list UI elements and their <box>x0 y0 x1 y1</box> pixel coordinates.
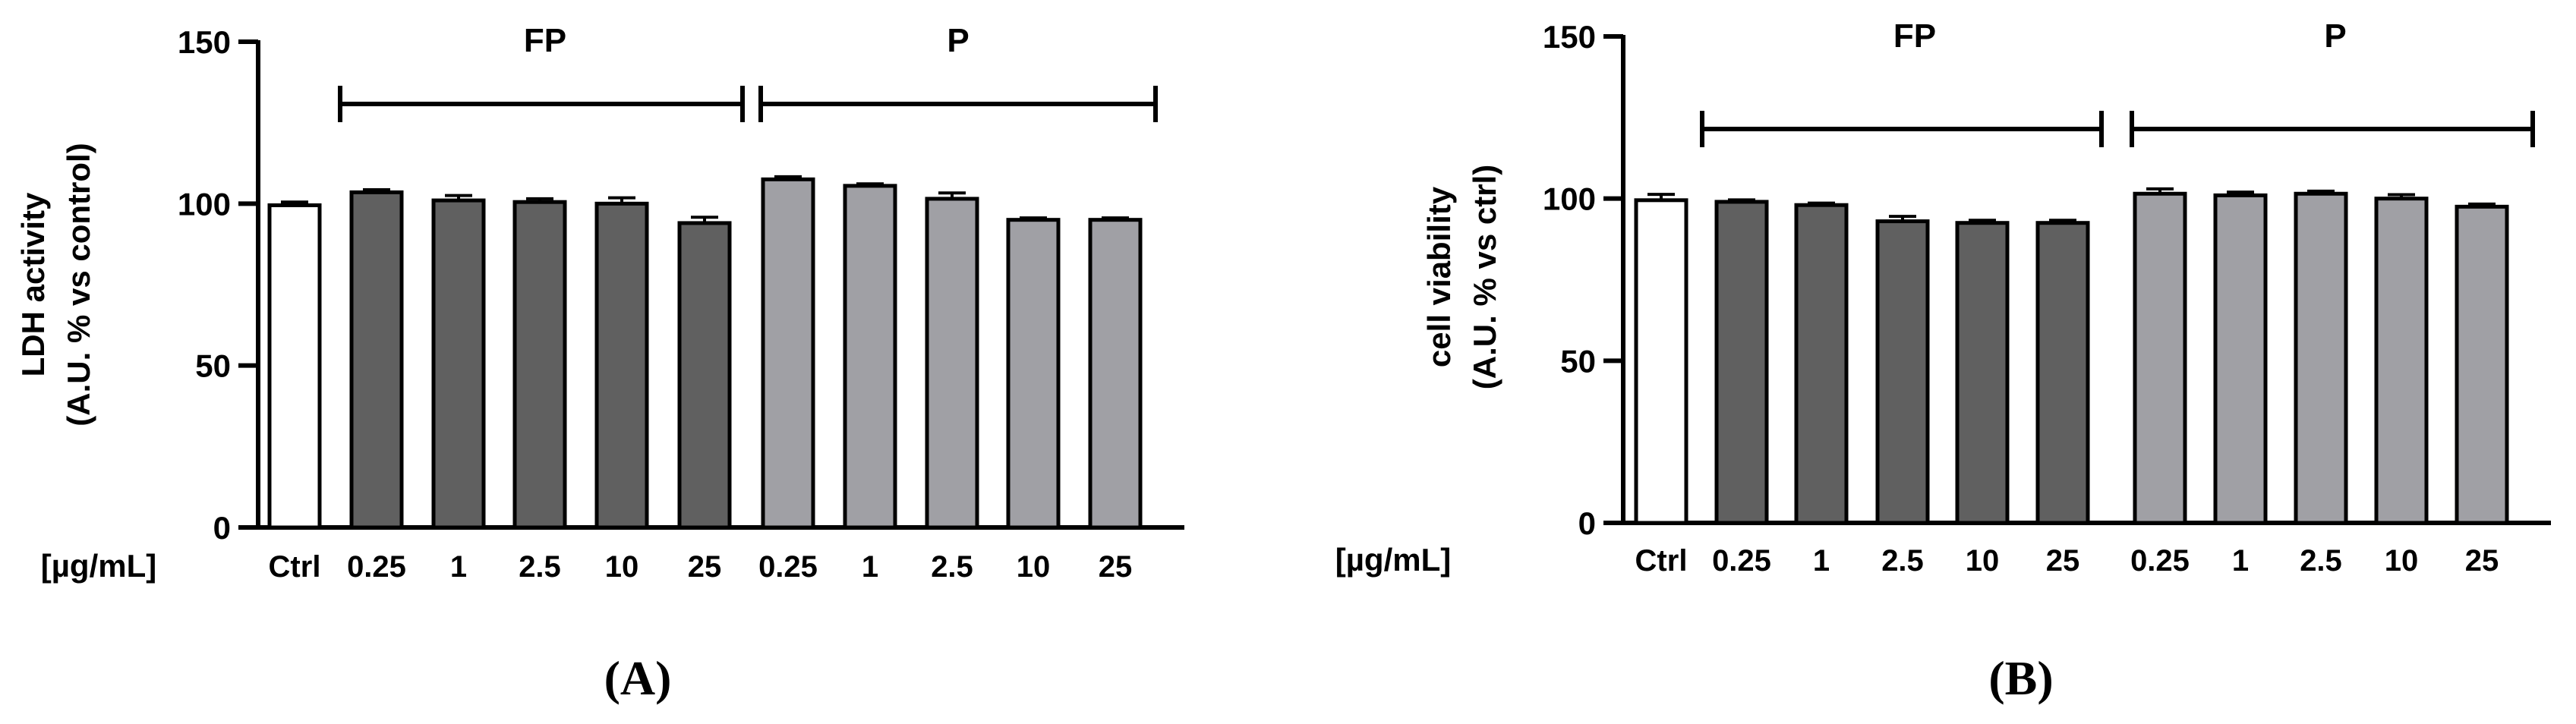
x-tick-label: 10 <box>2385 544 2419 578</box>
bar <box>267 203 322 530</box>
x-tick-label: Ctrl <box>269 550 321 584</box>
bar <box>925 197 979 530</box>
x-tick-label: 2.5 <box>1881 544 1924 578</box>
x-tick-label: 25 <box>2046 544 2080 578</box>
x-tick-label: 25 <box>1099 550 1133 584</box>
y-tick-label: 0 <box>1578 505 1596 541</box>
panel-label: (A) <box>604 651 672 705</box>
y-tick-label: 100 <box>1543 181 1596 217</box>
y-axis-label: LDH activity <box>15 192 51 376</box>
x-tick-label: 0.25 <box>758 550 818 584</box>
x-tick-label: 0.25 <box>1712 544 1771 578</box>
x-tick-label: 2.5 <box>2300 544 2342 578</box>
group-label: FP <box>524 22 566 59</box>
x-tick-label: 1 <box>450 550 467 584</box>
x-tick-label: Ctrl <box>1635 544 1688 578</box>
bar <box>512 200 567 530</box>
bar <box>2035 221 2090 525</box>
bar <box>2133 191 2187 525</box>
x-tick-label: 0.25 <box>2130 544 2190 578</box>
panel-b: 0 50 100 150 cell viability (A.U. % vs ctrl) [… <box>1335 17 2551 705</box>
y-tick-label: 50 <box>1560 343 1596 379</box>
x-tick-label: 1 <box>1813 544 1830 578</box>
bar <box>1714 200 1769 525</box>
x-tick-label: 25 <box>2465 544 2499 578</box>
group-label: P <box>2324 17 2346 55</box>
panel-label: (B) <box>1988 651 2053 705</box>
panel-a: 0 50 100 150 LDH activity (A.U. % vs control)… <box>15 22 1184 705</box>
bar <box>2455 204 2509 525</box>
x-tick-label: 10 <box>1966 544 2000 578</box>
x-tick-label: 10 <box>605 550 639 584</box>
bar <box>677 221 732 530</box>
y-tick-label: 150 <box>1543 19 1596 55</box>
bar <box>349 190 404 530</box>
x-tick-label: 1 <box>2232 544 2249 578</box>
y-axis-label: cell viability <box>1421 186 1457 367</box>
bar <box>431 198 486 530</box>
bar <box>2213 193 2268 525</box>
x-tick-label: 10 <box>1017 550 1051 584</box>
y-axis-label: (A.U. % vs ctrl) <box>1467 165 1502 389</box>
x-tick-label: 1 <box>862 550 878 584</box>
x-unit-label: [µg/mL] <box>1335 542 1452 578</box>
bar <box>2374 197 2429 525</box>
y-axis-label: (A.U. % vs control) <box>61 143 96 426</box>
bar <box>594 201 649 530</box>
bar <box>2294 191 2348 525</box>
y-tick-label: 0 <box>213 510 231 546</box>
x-tick-label: 0.25 <box>347 550 406 584</box>
x-tick-label: 2.5 <box>519 550 561 584</box>
bar <box>761 177 815 530</box>
bar <box>1634 198 1688 525</box>
x-unit-label: [µg/mL] <box>41 548 157 584</box>
bar <box>1875 219 1930 525</box>
y-tick-label: 50 <box>195 348 231 384</box>
x-tick-label: 25 <box>688 550 722 584</box>
bar <box>1794 203 1849 525</box>
x-tick-label: 2.5 <box>931 550 973 584</box>
y-tick-label: 150 <box>178 24 231 60</box>
bar <box>843 184 897 530</box>
bar <box>1088 218 1143 530</box>
bar <box>1955 221 2010 525</box>
bar <box>1006 218 1061 530</box>
group-label: FP <box>1893 17 1936 55</box>
group-label: P <box>947 22 969 59</box>
y-tick-label: 100 <box>178 186 231 222</box>
